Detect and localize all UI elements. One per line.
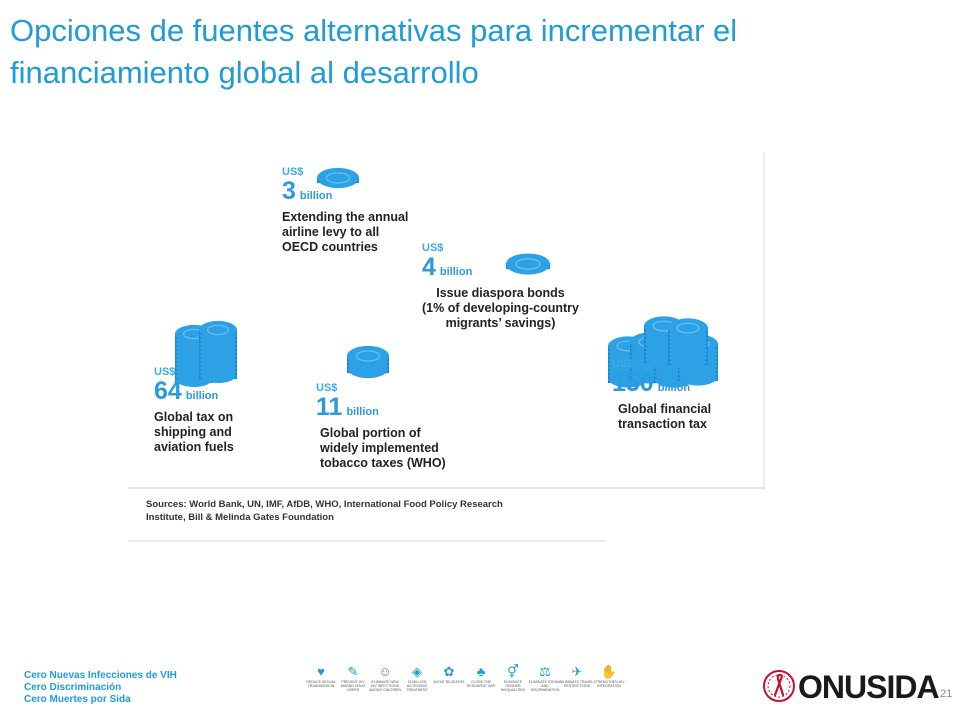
desc-line: transaction tax xyxy=(618,417,707,431)
desc-line: airline levy to all xyxy=(282,225,380,239)
desc-line: widely implemented xyxy=(320,441,439,455)
unit-label: billion xyxy=(439,266,473,278)
unit-label: billion xyxy=(185,390,219,402)
currency-label: US$ xyxy=(154,366,176,378)
slogan-2: Cero Discriminación xyxy=(24,682,122,693)
target-4: ◈ 15 MILLION ACCESSING TREATMENT xyxy=(400,664,434,692)
target-10: ✋ STRENGTHEN HIV INTEGRATION xyxy=(592,664,626,688)
syringe-icon: ✎ xyxy=(347,664,359,679)
target-label: 15 MILLION ACCESSING TREATMENT xyxy=(406,680,428,692)
infographic-chart: US$ 64 billion Global tax on shipping an… xyxy=(128,152,768,542)
unit-label: billion xyxy=(346,406,379,418)
scales-icon: ⚖ xyxy=(539,664,551,679)
target-label: ELIMINATE NEW HIV INFECTIONS AMONG CHILD… xyxy=(368,680,402,692)
coin-stack-1-0 xyxy=(317,167,359,189)
coin-stacks-canvas xyxy=(128,152,765,542)
item-block-tobacco: US$ 11 billion Global portion of widely … xyxy=(316,382,446,471)
slide-title: Opciones de fuentes alternativas para in… xyxy=(10,10,940,94)
currency-label: US$ xyxy=(282,166,304,178)
amount: 64 billion xyxy=(154,379,234,408)
desc-line: Global tax on xyxy=(154,410,234,424)
target-label: PREVENT HIV AMONG DRUG USERS xyxy=(340,680,366,692)
coin-stack-3-0 xyxy=(506,253,550,275)
footer-slogans: Cero Nuevas Infecciones de VIH Cero Disc… xyxy=(24,670,177,706)
desc-line: migrants’ savings) xyxy=(445,316,556,330)
currency-label: US$ xyxy=(316,382,338,394)
plane-icon: ✈ xyxy=(571,664,583,679)
sources-line-1: Sources: World Bank, UN, IMF, AfDB, WHO,… xyxy=(146,499,503,510)
desc-line: Extending the annual xyxy=(282,210,409,224)
target-2: ✎ PREVENT HIV AMONG DRUG USERS xyxy=(336,664,370,692)
item-block-diaspora: US$ 4 billion Issue diaspora bonds (1% o… xyxy=(422,242,579,331)
target-3: ☺ ELIMINATE NEW HIV INFECTIONS AMONG CHIL… xyxy=(368,664,402,692)
target-label: ELIMINATE GENDER INEQUALITIES xyxy=(500,680,526,692)
amount: 3 billion xyxy=(282,179,408,208)
target-1: ♥ REDUCE SEXUAL TRANSMISSION xyxy=(304,664,338,688)
coin-stack-0-1 xyxy=(199,320,237,384)
value-label-financial: 150 xyxy=(612,369,654,397)
value-label-diaspora: 4 xyxy=(422,253,436,281)
desc-line: OECD countries xyxy=(282,240,378,254)
target-7: ⚥ ELIMINATE GENDER INEQUALITIES xyxy=(496,664,530,692)
lungs-icon: ✿ xyxy=(443,664,455,679)
red-ribbon-emblem-icon xyxy=(763,670,795,702)
target-5: ✿ AVOID TB DEATHS xyxy=(432,664,466,684)
amount: 150 billion xyxy=(612,371,711,400)
pill-icon: ◈ xyxy=(412,664,422,679)
title-line-1: Opciones de fuentes alternativas para in… xyxy=(10,13,738,48)
description-financial: Global financial transaction tax xyxy=(612,402,711,432)
coin-stack-4-5 xyxy=(668,318,708,370)
item-block-financial: US$ 150 billion Global financial transac… xyxy=(612,358,711,432)
target-label: ELIMINATE TRAVEL RESTRICTIONS xyxy=(560,680,594,688)
sources-line-2: Institute, Bill & Melinda Gates Foundati… xyxy=(146,512,334,523)
value-label-tobacco: 11 xyxy=(316,393,343,421)
baby-icon: ♥ xyxy=(317,664,325,679)
desc-line: Global portion of xyxy=(320,426,421,440)
target-label: AVOID TB DEATHS xyxy=(433,680,465,684)
slogan-1: Cero Nuevas Infecciones de VIH xyxy=(24,670,177,681)
onusida-logo: ONUSIDA xyxy=(762,666,940,706)
desc-line: Global financial xyxy=(618,402,712,416)
target-6: ♣ CLOSE THE RESOURCE GAP xyxy=(464,664,498,688)
unaids-targets-strip: ♥ REDUCE SEXUAL TRANSMISSION ✎ PREVENT HIV … xyxy=(304,664,634,710)
coin-stack-2-0 xyxy=(347,345,389,379)
description-shipping: Global tax on shipping and aviation fuel… xyxy=(154,410,234,455)
target-label: ELIMINATE STIGMA AND DISCRIMINATION xyxy=(528,680,562,692)
description-diaspora: Issue diaspora bonds (1% of developing-c… xyxy=(422,286,579,331)
description-airline: Extending the annual airline levy to all… xyxy=(282,210,408,255)
target-8: ⚖ ELIMINATE STIGMA AND DISCRIMINATION xyxy=(528,664,562,692)
amount: 11 billion xyxy=(316,395,446,424)
mother-child-icon: ☺ xyxy=(378,664,392,679)
item-block-shipping: US$ 64 billion Global tax on shipping an… xyxy=(154,366,234,455)
description-tobacco: Global portion of widely implemented tob… xyxy=(316,426,446,471)
target-label: STRENGTHEN HIV INTEGRATION xyxy=(593,680,625,688)
item-block-airline: US$ 3 billion Extending the annual airli… xyxy=(282,166,408,255)
sources-note: Sources: World Bank, UN, IMF, AfDB, WHO,… xyxy=(146,498,646,524)
target-label: CLOSE THE RESOURCE GAP xyxy=(466,680,496,688)
handshake-icon: ✋ xyxy=(600,664,618,679)
piggy-bank-icon: ♣ xyxy=(476,664,486,679)
target-9: ✈ ELIMINATE TRAVEL RESTRICTIONS xyxy=(560,664,594,688)
title-line-2: financiamiento global al desarrollo xyxy=(10,55,479,90)
target-label: REDUCE SEXUAL TRANSMISSION xyxy=(306,680,336,688)
desc-line: tobacco taxes (WHO) xyxy=(320,456,446,470)
coin-stack-4-4 xyxy=(644,316,684,368)
currency-label: US$ xyxy=(422,242,444,254)
value-label-shipping: 64 xyxy=(154,377,182,405)
desc-line: aviation fuels xyxy=(154,440,234,454)
value-label-airline: 3 xyxy=(282,177,296,205)
unit-label: billion xyxy=(299,190,333,202)
desc-line: Issue diaspora bonds xyxy=(436,286,565,300)
coin-stacks xyxy=(175,167,718,388)
gender-icon: ⚥ xyxy=(507,664,519,679)
logo-text: ONUSIDA xyxy=(798,669,940,705)
slogan-3: Cero Muertes por Sida xyxy=(24,694,131,705)
amount: 4 billion xyxy=(422,255,579,284)
desc-line: shipping and xyxy=(154,425,232,439)
desc-line: (1% of developing-country xyxy=(422,301,579,315)
currency-label: US$ xyxy=(612,358,634,370)
page-number: 21 xyxy=(940,688,953,700)
unit-label: billion xyxy=(657,382,691,394)
